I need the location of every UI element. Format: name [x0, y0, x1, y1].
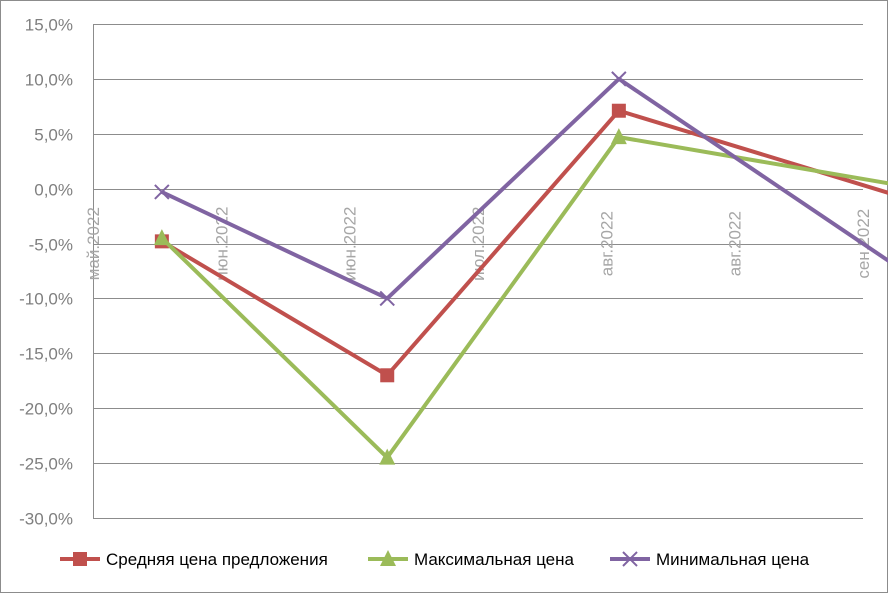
y-tick-label: -25,0%	[19, 455, 73, 474]
x-tick-label: июн.2022	[341, 207, 360, 281]
y-tick-label: 15,0%	[25, 16, 73, 35]
series-line	[160, 108, 888, 378]
x-tick-label: июн.2022	[212, 207, 231, 281]
marker-triangle	[610, 128, 627, 145]
marker-x	[622, 551, 638, 567]
marker-x-stroke	[622, 551, 638, 567]
series-line	[160, 135, 888, 460]
marker-triangle	[153, 229, 170, 246]
x-tick-label: май.2022	[84, 207, 103, 280]
y-tick-label: 10,0%	[25, 71, 73, 90]
x-tick-label: авг.2022	[597, 211, 616, 276]
marker-square	[73, 552, 87, 566]
marker-x	[154, 184, 170, 200]
legend-label: Средняя цена предложения	[106, 550, 328, 569]
y-tick-label: -10,0%	[19, 290, 73, 309]
marker-x-stroke	[379, 290, 395, 307]
marker-triangle	[379, 448, 396, 465]
marker-x-stroke	[154, 184, 170, 200]
y-tick-label: -20,0%	[19, 400, 73, 419]
series-line	[161, 76, 888, 301]
marker-x	[379, 290, 395, 307]
series-lines	[153, 71, 888, 465]
marker-square	[611, 103, 626, 118]
legend-item: Минимальная цена	[610, 550, 810, 569]
legend-label: Максимальная цена	[414, 550, 575, 569]
x-tick-label: авг.2022	[726, 211, 745, 276]
series-triangle	[153, 128, 888, 465]
legend-item: Средняя цена предложения	[60, 550, 328, 569]
series-x	[154, 71, 888, 307]
legend: Средняя цена предложения Максимальная цен…	[60, 550, 810, 569]
marker-square	[380, 368, 395, 383]
legend-item: Максимальная цена	[368, 550, 575, 569]
legend-label: Минимальная цена	[656, 550, 810, 569]
y-tick-label: -30,0%	[19, 510, 73, 529]
y-tick-label: -5,0%	[29, 236, 73, 255]
y-tick-label: 0,0%	[34, 181, 73, 200]
marker-x	[611, 71, 627, 87]
y-axis-tick-labels: 15,0% 10,0% 5,0% 0,0% -5,0% -10,0% -15,0% -20,0…	[19, 16, 73, 529]
marker-x-stroke	[611, 71, 627, 87]
marker-triangle	[380, 550, 396, 566]
y-tick-label: 5,0%	[34, 126, 73, 145]
y-tick-label: -15,0%	[19, 345, 73, 364]
x-tick-label: июл.2022	[469, 206, 488, 280]
